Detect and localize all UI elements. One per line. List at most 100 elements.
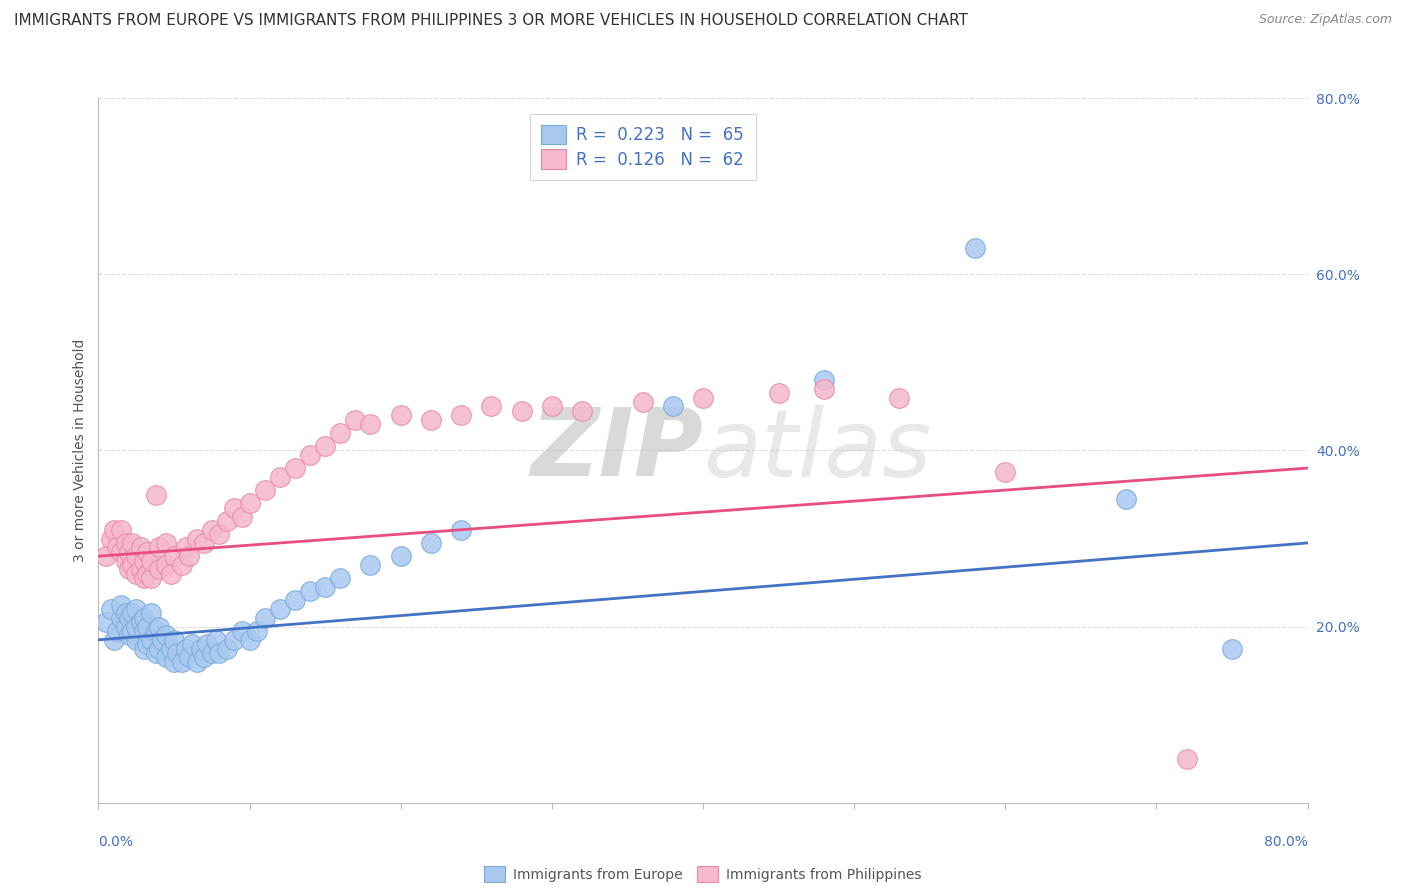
Point	[94, 615, 117, 630]
Point	[125, 602, 148, 616]
Point	[148, 641, 170, 656]
Point	[510, 404, 533, 418]
Point	[132, 611, 155, 625]
Point	[420, 412, 443, 426]
Point	[121, 624, 143, 638]
Point	[145, 487, 167, 501]
Point	[360, 558, 382, 572]
Point	[314, 439, 336, 453]
Point	[135, 566, 157, 581]
Point	[224, 500, 246, 515]
Point	[110, 545, 132, 559]
Point	[125, 632, 148, 647]
Point	[125, 549, 148, 564]
Point	[299, 584, 322, 599]
Point	[166, 646, 188, 660]
Point	[768, 386, 790, 401]
Point	[110, 611, 132, 625]
Point	[389, 549, 412, 564]
Point	[965, 241, 987, 255]
Point	[114, 536, 136, 550]
Point	[118, 628, 141, 642]
Point	[205, 632, 228, 647]
Point	[100, 602, 122, 616]
Text: ZIP: ZIP	[530, 404, 703, 497]
Point	[141, 607, 163, 621]
Point	[150, 632, 173, 647]
Point	[314, 580, 336, 594]
Point	[389, 408, 412, 422]
Point	[450, 523, 472, 537]
Point	[420, 536, 443, 550]
Point	[163, 549, 186, 564]
Point	[105, 541, 128, 555]
Point	[224, 632, 246, 647]
Point	[208, 646, 231, 660]
Point	[160, 641, 183, 656]
Point	[141, 571, 163, 585]
Point	[201, 646, 224, 660]
Text: atlas: atlas	[703, 405, 931, 496]
Point	[118, 545, 141, 559]
Point	[186, 532, 208, 546]
Point	[141, 553, 163, 567]
Point	[360, 417, 382, 431]
Point	[132, 624, 155, 638]
Point	[148, 562, 170, 576]
Point	[145, 646, 167, 660]
Point	[174, 641, 197, 656]
Point	[239, 632, 262, 647]
Point	[170, 558, 193, 572]
Point	[692, 391, 714, 405]
Point	[215, 514, 238, 528]
Point	[481, 400, 503, 414]
Y-axis label: 3 or more Vehicles in Household: 3 or more Vehicles in Household	[73, 339, 87, 562]
Text: 80.0%: 80.0%	[1264, 835, 1308, 848]
Point	[155, 558, 177, 572]
Point	[631, 395, 654, 409]
Point	[145, 624, 167, 638]
Point	[179, 549, 201, 564]
Point	[190, 641, 212, 656]
Point	[179, 650, 201, 665]
Point	[155, 536, 177, 550]
Point	[163, 632, 186, 647]
Point	[121, 558, 143, 572]
Point	[246, 624, 269, 638]
Point	[155, 628, 177, 642]
Point	[174, 541, 197, 555]
Legend: Immigrants from Europe, Immigrants from Philippines: Immigrants from Europe, Immigrants from …	[478, 859, 928, 889]
Point	[135, 637, 157, 651]
Point	[344, 412, 367, 426]
Point	[215, 641, 238, 656]
Point	[148, 619, 170, 633]
Point	[160, 566, 183, 581]
Point	[105, 624, 128, 638]
Point	[132, 553, 155, 567]
Point	[118, 562, 141, 576]
Point	[129, 615, 152, 630]
Point	[195, 637, 218, 651]
Point	[186, 655, 208, 669]
Point	[114, 607, 136, 621]
Point	[118, 611, 141, 625]
Point	[813, 382, 835, 396]
Point	[231, 509, 253, 524]
Point	[994, 466, 1017, 480]
Point	[1175, 752, 1198, 766]
Point	[193, 536, 215, 550]
Point	[110, 523, 132, 537]
Text: Source: ZipAtlas.com: Source: ZipAtlas.com	[1258, 13, 1392, 27]
Point	[1220, 641, 1243, 656]
Point	[94, 549, 117, 564]
Point	[540, 400, 562, 414]
Point	[269, 470, 291, 484]
Point	[114, 553, 136, 567]
Point	[571, 404, 593, 418]
Point	[813, 373, 835, 387]
Text: IMMIGRANTS FROM EUROPE VS IMMIGRANTS FROM PHILIPPINES 3 OR MORE VEHICLES IN HOUS: IMMIGRANTS FROM EUROPE VS IMMIGRANTS FRO…	[14, 13, 969, 29]
Point	[329, 425, 352, 440]
Point	[193, 650, 215, 665]
Point	[121, 607, 143, 621]
Point	[181, 637, 204, 651]
